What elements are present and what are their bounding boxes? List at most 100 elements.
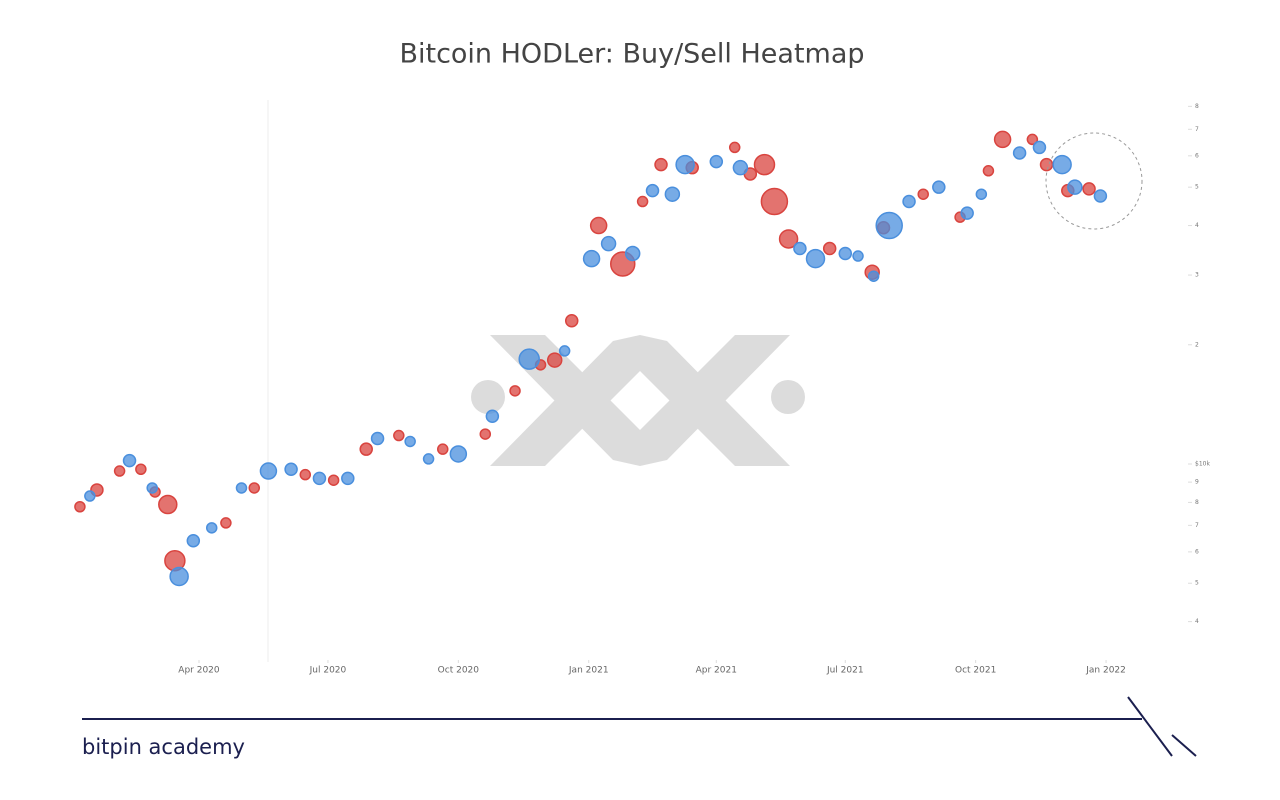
y-tick-label: 8 <box>1195 103 1199 110</box>
bubble <box>84 490 96 502</box>
y-tick-label: 7 <box>1195 522 1199 529</box>
bubble <box>158 494 178 515</box>
bubble <box>624 245 641 262</box>
footer-slash <box>1171 734 1197 757</box>
bubble <box>582 249 601 268</box>
bubble <box>778 229 799 249</box>
bubble <box>805 248 826 269</box>
bubble <box>867 270 880 282</box>
bubble <box>485 409 500 424</box>
x-tick-label: Oct 2021 <box>955 666 996 676</box>
bubble <box>312 471 327 486</box>
x-tick-label: Jan 2021 <box>568 666 609 676</box>
bubble <box>1067 179 1083 195</box>
bubble <box>248 482 261 494</box>
bubble <box>982 165 995 177</box>
bubble <box>393 429 405 442</box>
bubble <box>284 462 298 476</box>
bubble <box>838 246 853 261</box>
bubble <box>932 180 946 194</box>
bubble <box>664 186 681 202</box>
bubble <box>636 195 649 208</box>
y-tick-label: 9 <box>1195 479 1199 486</box>
bubble <box>370 431 385 446</box>
bubble <box>558 345 571 357</box>
bubble <box>449 445 468 463</box>
bubble <box>74 500 86 513</box>
bubble <box>135 463 147 475</box>
bubble <box>732 159 749 176</box>
highlight-circle <box>1045 132 1143 230</box>
bubble <box>600 235 617 252</box>
bubble <box>1052 154 1072 175</box>
bubble <box>564 313 579 328</box>
brand: bitpin academy <box>82 735 245 759</box>
x-tick-label: Jul 2021 <box>826 666 864 676</box>
y-tick-label: 3 <box>1195 272 1199 279</box>
bubble <box>186 534 201 548</box>
bubble <box>509 385 521 397</box>
bubble <box>975 188 988 200</box>
bubble <box>675 154 695 175</box>
bubble <box>1012 146 1027 160</box>
bubble <box>122 453 137 468</box>
bubble <box>728 141 741 154</box>
y-tick-label: 6 <box>1195 152 1199 159</box>
bubble <box>852 250 864 262</box>
y-tick-label: $10k <box>1195 461 1210 468</box>
bubble <box>1026 133 1039 146</box>
bubble <box>169 566 189 587</box>
y-tick-label: 5 <box>1195 184 1199 191</box>
bubble <box>709 154 724 169</box>
bubble <box>1039 157 1054 172</box>
y-tick-label: 5 <box>1195 580 1199 587</box>
bubble <box>645 183 660 198</box>
bubble <box>299 468 312 481</box>
bubble <box>753 153 776 176</box>
bubble <box>235 482 248 494</box>
x-tick-label: Jul 2020 <box>309 666 347 676</box>
bubble <box>917 188 929 200</box>
x-tick-label: Apr 2021 <box>696 666 737 676</box>
y-tick-label: 4 <box>1195 618 1199 625</box>
bubble <box>341 471 355 486</box>
bubble <box>404 435 416 448</box>
y-tick-label: 6 <box>1195 548 1199 555</box>
bubble <box>1082 182 1096 196</box>
watermark <box>471 335 805 466</box>
bubble <box>327 474 340 486</box>
plot-area: Apr 2020 Jul 2020 Oct 2020 Jan 2021 Apr 2021… <box>74 103 1210 676</box>
bubble <box>875 211 903 240</box>
bubble <box>113 465 126 477</box>
bubble <box>793 241 807 256</box>
y-tick-label: 7 <box>1195 126 1199 133</box>
bubble <box>205 522 218 534</box>
bubble <box>993 130 1012 149</box>
bubble <box>518 348 540 370</box>
bubble <box>760 187 789 216</box>
bubble <box>220 517 232 529</box>
bubble <box>654 157 668 172</box>
bubble <box>822 241 837 256</box>
bubble <box>146 482 158 494</box>
y-tick-label: 4 <box>1195 222 1199 229</box>
x-tick-label: Oct 2020 <box>438 666 480 676</box>
bubble <box>259 462 278 480</box>
bubble <box>359 442 373 456</box>
x-tick-label: Jan 2022 <box>1085 666 1126 676</box>
x-tick-label: Apr 2020 <box>178 666 220 676</box>
footer-slash <box>1127 696 1173 757</box>
y-tick-label: 2 <box>1195 341 1199 348</box>
bubble <box>1032 140 1047 155</box>
bubble <box>437 443 449 455</box>
chart-title: Bitcoin HODLer: Buy/Sell Heatmap <box>399 39 864 70</box>
bubble <box>902 194 916 209</box>
bubble <box>589 216 608 235</box>
y-tick-label: 8 <box>1195 499 1199 506</box>
bubble <box>1093 189 1108 203</box>
bubble <box>546 352 563 368</box>
bubble <box>479 428 492 440</box>
bubble <box>960 206 974 220</box>
